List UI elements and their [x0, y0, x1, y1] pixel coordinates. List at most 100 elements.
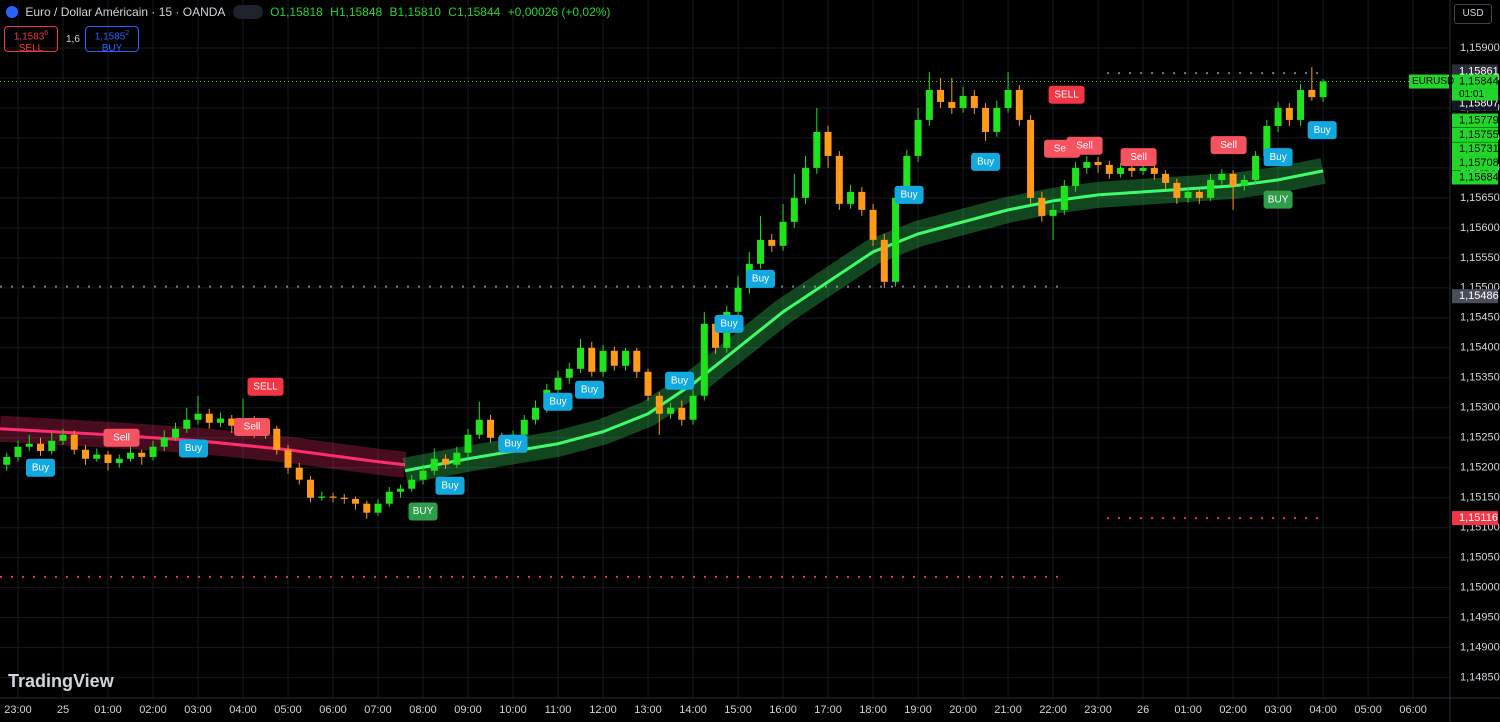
signal-label-box — [26, 458, 56, 477]
signal-label: SELL — [253, 381, 278, 392]
price-tag-label: 1,15755 — [1459, 129, 1499, 141]
candle-body — [442, 458, 450, 465]
candle-body — [700, 323, 708, 396]
price-tag — [1452, 113, 1498, 128]
signal-label-box — [1263, 190, 1293, 209]
candle-body — [925, 89, 933, 120]
sell-button[interactable]: 1,15836 SELL — [4, 26, 58, 54]
price-tag — [1452, 127, 1498, 142]
candle-body — [1015, 89, 1023, 120]
y-tick-label: 1,15450 — [1460, 312, 1500, 324]
candle-body — [37, 443, 45, 451]
signal-label: Buy — [1314, 125, 1331, 136]
candle-body — [565, 368, 573, 378]
candle-body — [1128, 167, 1136, 171]
candle-body — [149, 446, 157, 457]
price-tag — [1452, 142, 1498, 157]
candle-body — [14, 446, 22, 457]
candle-body — [667, 407, 675, 414]
price-tag — [1452, 74, 1498, 89]
signal-label-box — [498, 434, 528, 453]
price-tag-label: 1,15807 — [1459, 98, 1499, 110]
candle-body — [554, 377, 562, 390]
ribbon-band — [402, 158, 1326, 484]
candle-body — [408, 479, 416, 489]
signal-label: Buy — [977, 157, 994, 168]
x-tick-label: 19:00 — [904, 704, 932, 716]
candle-body — [295, 467, 303, 480]
currency-select[interactable]: USD — [1454, 4, 1492, 24]
buy-price: 1,1585 — [94, 31, 126, 43]
candle-body — [712, 323, 720, 348]
symbol-tag-label: EURUSD — [1412, 76, 1454, 87]
candle-body — [1274, 107, 1282, 126]
signal-label-box — [103, 428, 140, 447]
price-tag-label: 1,15708 — [1459, 157, 1499, 169]
candle-body — [1173, 182, 1181, 198]
candle-body — [610, 350, 618, 366]
candle-body — [892, 197, 900, 282]
signal-label-box — [234, 417, 271, 436]
candle-body — [622, 350, 630, 366]
flag-icon — [6, 6, 18, 18]
x-tick-label: 03:00 — [1264, 704, 1292, 716]
candle-body — [115, 458, 123, 463]
price-tag-label: 1,15684 — [1459, 171, 1499, 183]
signal-label: Buy — [752, 273, 769, 284]
candle-body — [532, 407, 540, 420]
candle-body — [430, 458, 438, 471]
candle-body — [689, 395, 697, 420]
y-tick-label: 1,15150 — [1460, 492, 1500, 504]
candle-body — [824, 131, 832, 156]
candle-body — [993, 107, 1001, 132]
signal-label-box — [575, 380, 605, 399]
x-tick-label: 14:00 — [679, 704, 707, 716]
y-tick-label: 1,14950 — [1460, 612, 1500, 624]
x-tick-label: 17:00 — [814, 704, 842, 716]
signal-label: Buy — [441, 480, 458, 491]
x-tick-label: 02:00 — [139, 704, 167, 716]
signal-label-box — [408, 502, 438, 521]
signal-label-box — [1263, 148, 1293, 167]
candle-body — [217, 418, 225, 423]
candle-body — [644, 371, 652, 396]
x-tick-label: 06:00 — [319, 704, 347, 716]
signal-label-box — [543, 392, 573, 411]
candle-body — [970, 95, 978, 108]
candle-body — [734, 287, 742, 312]
price-tag-label: 1,15861 — [1459, 65, 1499, 77]
signal-label: Sell — [1130, 152, 1147, 163]
x-tick-label: 09:00 — [454, 704, 482, 716]
x-tick-label: 01:00 — [1174, 704, 1202, 716]
signal-label: Buy — [32, 462, 49, 473]
candle-body — [914, 119, 922, 156]
candle-body — [183, 419, 191, 429]
signal-label: Buy — [185, 443, 202, 454]
candle-body — [273, 428, 281, 450]
candle-body — [1319, 81, 1327, 98]
ohlc-open: O1,15818 — [270, 5, 323, 19]
candle-body — [1252, 155, 1260, 180]
candle-body — [1162, 173, 1170, 183]
signal-label-box — [665, 371, 695, 390]
candle-body — [329, 496, 337, 498]
candle-body — [802, 167, 810, 198]
candle-body — [858, 191, 866, 210]
x-tick-label: 05:00 — [274, 704, 302, 716]
sell-price: 1,1583 — [13, 31, 45, 43]
signal-label: Sell — [1076, 140, 1093, 151]
price-tag-label: 1,15731 — [1459, 143, 1499, 155]
ohlc-low: B1,15810 — [389, 5, 441, 19]
candle-body — [307, 479, 315, 498]
x-tick-label: 21:00 — [994, 704, 1022, 716]
signal-label: Sell — [1054, 143, 1071, 154]
signal-label-box — [1120, 148, 1157, 167]
buy-button[interactable]: 1,15852 BUY — [85, 26, 139, 54]
candle-body — [520, 419, 528, 435]
x-tick-label: 23:00 — [4, 704, 32, 716]
candle-body — [1027, 119, 1035, 198]
x-tick-label: 15:00 — [724, 704, 752, 716]
x-tick-label: 03:00 — [184, 704, 212, 716]
candle-body — [228, 418, 236, 426]
